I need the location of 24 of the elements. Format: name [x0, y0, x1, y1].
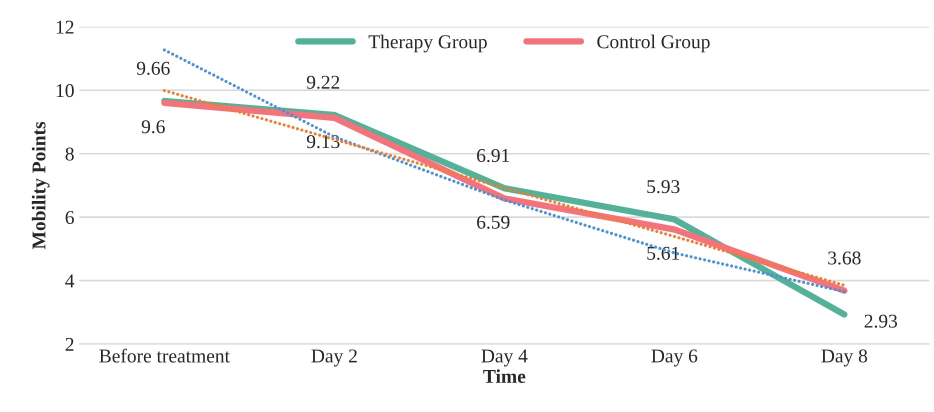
- data-label: 5.61: [647, 246, 680, 260]
- x-axis-title: Time: [483, 369, 526, 383]
- data-label: 9.22: [306, 76, 340, 89]
- x-tick-label: Day 2: [311, 349, 357, 367]
- x-tick-label: Before treatment: [99, 348, 230, 363]
- data-label: 2.93: [864, 314, 898, 328]
- data-label: 9.6: [142, 120, 165, 134]
- y-tick-label: 6: [66, 210, 74, 224]
- y-tick-label: 2: [66, 338, 74, 351]
- legend-label: Therapy Group: [368, 34, 487, 52]
- data-label: 9.66: [136, 62, 170, 75]
- data-label: 6.59: [477, 216, 510, 229]
- y-tick-label: 4: [65, 274, 74, 288]
- y-tick-label: 8: [66, 147, 74, 161]
- y-axis-title: Mobility Points: [32, 122, 50, 250]
- x-tick-label: Day 6: [651, 349, 698, 367]
- x-tick-label: Day 4: [481, 350, 528, 367]
- data-label: 3.68: [828, 251, 861, 265]
- data-label: 6.91: [477, 149, 510, 162]
- data-label: 5.93: [647, 180, 680, 194]
- x-tick-label: Day 8: [821, 349, 868, 367]
- y-tick-label: 10: [56, 84, 74, 98]
- y-tick-label: 12: [56, 20, 74, 34]
- legend-label: Control Group: [597, 34, 710, 52]
